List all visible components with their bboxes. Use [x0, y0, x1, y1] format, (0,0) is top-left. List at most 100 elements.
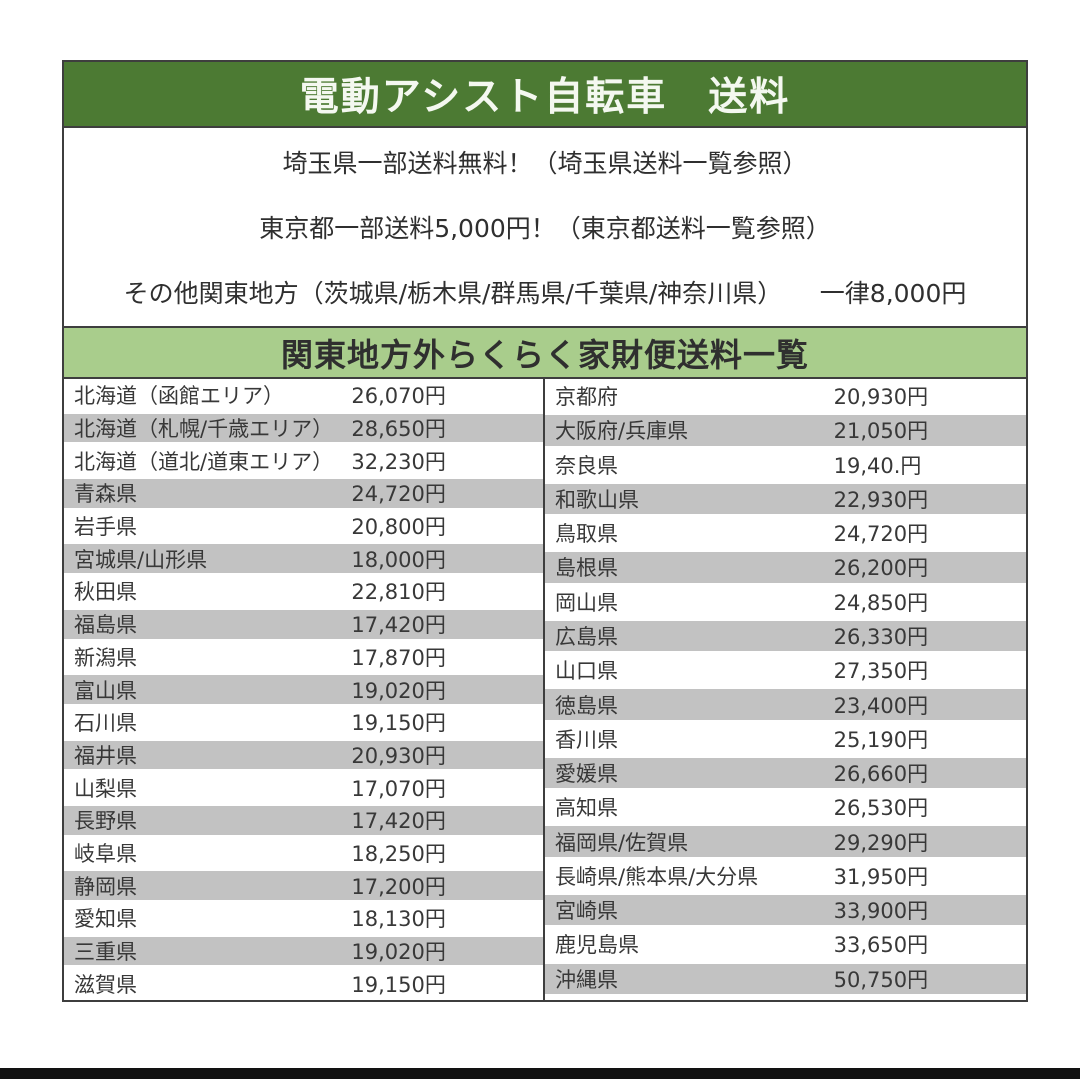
table-row: 富山県 19,020円	[64, 673, 543, 706]
prefecture-name: 山口県	[555, 659, 618, 684]
shipping-price: 27,350円	[833, 659, 929, 684]
prefecture-name: 新潟県	[74, 645, 137, 670]
prefecture-name: 福島県	[74, 613, 137, 638]
shipping-price: 20,800円	[351, 515, 446, 540]
shipping-notes: 埼玉県一部送料無料！（埼玉県送料一覧参照） 東京都一部送料5,000円！（東京都…	[64, 128, 1026, 326]
shipping-price: 50,750円	[833, 967, 929, 992]
prefecture-name: 三重県	[74, 940, 137, 965]
table-row: 島根県 26,200円	[545, 550, 1026, 585]
prefecture-name: 徳島県	[555, 693, 618, 718]
table-row: 山口県 27,350円	[545, 653, 1026, 687]
table-row: 京都府 20,930円	[545, 379, 1026, 413]
table-row: 山梨県 17,070円	[64, 771, 543, 804]
prefecture-name: 奈良県	[555, 453, 618, 478]
table-row: 大阪府/兵庫県 21,050円	[545, 413, 1026, 448]
prefecture-name: 青森県	[74, 482, 137, 507]
table-title: 関東地方外らくらく家財便送料一覧	[280, 335, 809, 374]
shipping-price: 19,150円	[351, 711, 446, 736]
table-row: 鹿児島県 33,650円	[545, 927, 1026, 961]
shipping-info-panel: 電動アシスト自転車 送料 埼玉県一部送料無料！（埼玉県送料一覧参照） 東京都一部…	[62, 60, 1028, 1002]
table-row: 北海道（札幌/千歳エリア） 28,650円	[64, 411, 543, 445]
table-row: 岐阜県 18,250円	[64, 837, 543, 870]
shipping-price: 24,720円	[351, 482, 446, 507]
shipping-price: 33,900円	[833, 899, 929, 924]
prefecture-name: 長崎県/熊本県/大分県	[555, 864, 759, 889]
prefecture-name: 富山県	[74, 678, 137, 703]
note-saitama: 埼玉県一部送料無料！（埼玉県送料一覧参照）	[282, 149, 808, 179]
prefecture-name: 広島県	[555, 624, 618, 649]
table-row: 北海道（函館エリア） 26,070円	[64, 379, 543, 412]
shipping-price: 19,020円	[351, 678, 446, 703]
table-row: 長野県 17,420円	[64, 803, 543, 837]
shipping-price: 23,400円	[833, 693, 929, 718]
shipping-price: 18,250円	[351, 841, 446, 866]
table-row: 宮城県/山形県 18,000円	[64, 542, 543, 576]
prefecture-name: 長野県	[74, 809, 137, 834]
shipping-price: 22,930円	[833, 487, 929, 512]
note-tokyo: 東京都一部送料5,000円！（東京都送料一覧参照）	[259, 213, 831, 243]
prefecture-name: 福井県	[74, 743, 137, 768]
table-row: 和歌山県 22,930円	[545, 481, 1026, 517]
table-row: 高知県 26,530円	[545, 790, 1026, 824]
shipping-price: 26,330円	[833, 624, 929, 649]
prefecture-name: 岐阜県	[74, 841, 137, 866]
table-row: 沖縄県 50,750円	[545, 961, 1026, 996]
prefecture-name: 岡山県	[555, 590, 618, 615]
table-row: 広島県 26,330円	[545, 618, 1026, 654]
prefecture-name: 滋賀県	[74, 972, 137, 997]
prefecture-name: 宮崎県	[555, 899, 618, 924]
table-row: 秋田県 22,810円	[64, 575, 543, 608]
prefecture-name: 石川県	[74, 711, 137, 736]
prefecture-name: 福岡県/佐賀県	[555, 830, 689, 855]
table-row: 岩手県 20,800円	[64, 510, 543, 543]
shipping-price: 17,420円	[351, 809, 446, 834]
table-row: 静岡県 17,200円	[64, 869, 543, 902]
prefecture-name: 香川県	[555, 727, 618, 752]
bottom-black-bar	[0, 1068, 1080, 1079]
shipping-price: 28,650円	[351, 417, 446, 442]
prefecture-name: 鹿児島県	[555, 933, 639, 958]
shipping-price: 19,40.円	[833, 453, 922, 478]
shipping-price: 17,420円	[351, 613, 446, 638]
prefecture-name: 和歌山県	[555, 487, 639, 512]
table-row: 石川県 19,150円	[64, 706, 543, 739]
prefecture-name: 京都府	[555, 385, 618, 410]
shipping-price: 22,810円	[351, 580, 446, 605]
table-row	[545, 996, 1026, 1000]
prefecture-name: 北海道（道北/道東エリア）	[74, 449, 334, 474]
shipping-price: 21,050円	[833, 419, 929, 444]
table-row: 福岡県/佐賀県 29,290円	[545, 824, 1026, 859]
shipping-price: 19,150円	[351, 972, 446, 997]
prefecture-name: 静岡県	[74, 874, 137, 899]
table-row: 愛媛県 26,660円	[545, 755, 1026, 791]
table-row: 岡山県 24,850円	[545, 585, 1026, 619]
prefecture-name: 愛知県	[74, 907, 137, 932]
prefecture-name: 秋田県	[74, 580, 137, 605]
shipping-price: 24,720円	[833, 522, 929, 547]
table-row: 滋賀県 19,150円	[64, 967, 543, 1000]
prefecture-name: 愛媛県	[555, 762, 618, 787]
table-row: 宮崎県 33,900円	[545, 892, 1026, 928]
table-row: 青森県 24,720円	[64, 477, 543, 510]
note-other-kanto: その他関東地方（茨城県/栃木県/群馬県/千葉県/神奈川県） 一律8,000円	[123, 278, 967, 308]
table-title-bar: 関東地方外らくらく家財便送料一覧	[64, 326, 1026, 379]
prefecture-name: 島根県	[555, 556, 618, 581]
shipping-price: 26,530円	[833, 796, 929, 821]
table-row: 三重県 19,020円	[64, 934, 543, 968]
prefecture-name: 鳥取県	[555, 522, 618, 547]
table-row: 福島県 17,420円	[64, 607, 543, 641]
fee-table-right-column: 京都府 20,930円 大阪府/兵庫県 21,050円奈良県 19,40.円和歌山県 22…	[545, 379, 1026, 1000]
shipping-price: 17,870円	[351, 645, 446, 670]
table-row: 奈良県 19,40.円	[545, 448, 1026, 482]
shipping-price: 25,190円	[833, 727, 929, 752]
shipping-price: 29,290円	[833, 830, 929, 855]
shipping-price: 33,650円	[833, 933, 929, 958]
shipping-price: 20,930円	[351, 743, 446, 768]
shipping-price: 31,950円	[833, 864, 929, 889]
page-title-bar: 電動アシスト自転車 送料	[64, 62, 1026, 128]
prefecture-name: 岩手県	[74, 515, 137, 540]
shipping-price: 32,230円	[351, 449, 446, 474]
table-row: 長崎県/熊本県/大分県 31,950円	[545, 859, 1026, 893]
prefecture-name: 高知県	[555, 796, 618, 821]
shipping-price: 18,130円	[351, 907, 446, 932]
